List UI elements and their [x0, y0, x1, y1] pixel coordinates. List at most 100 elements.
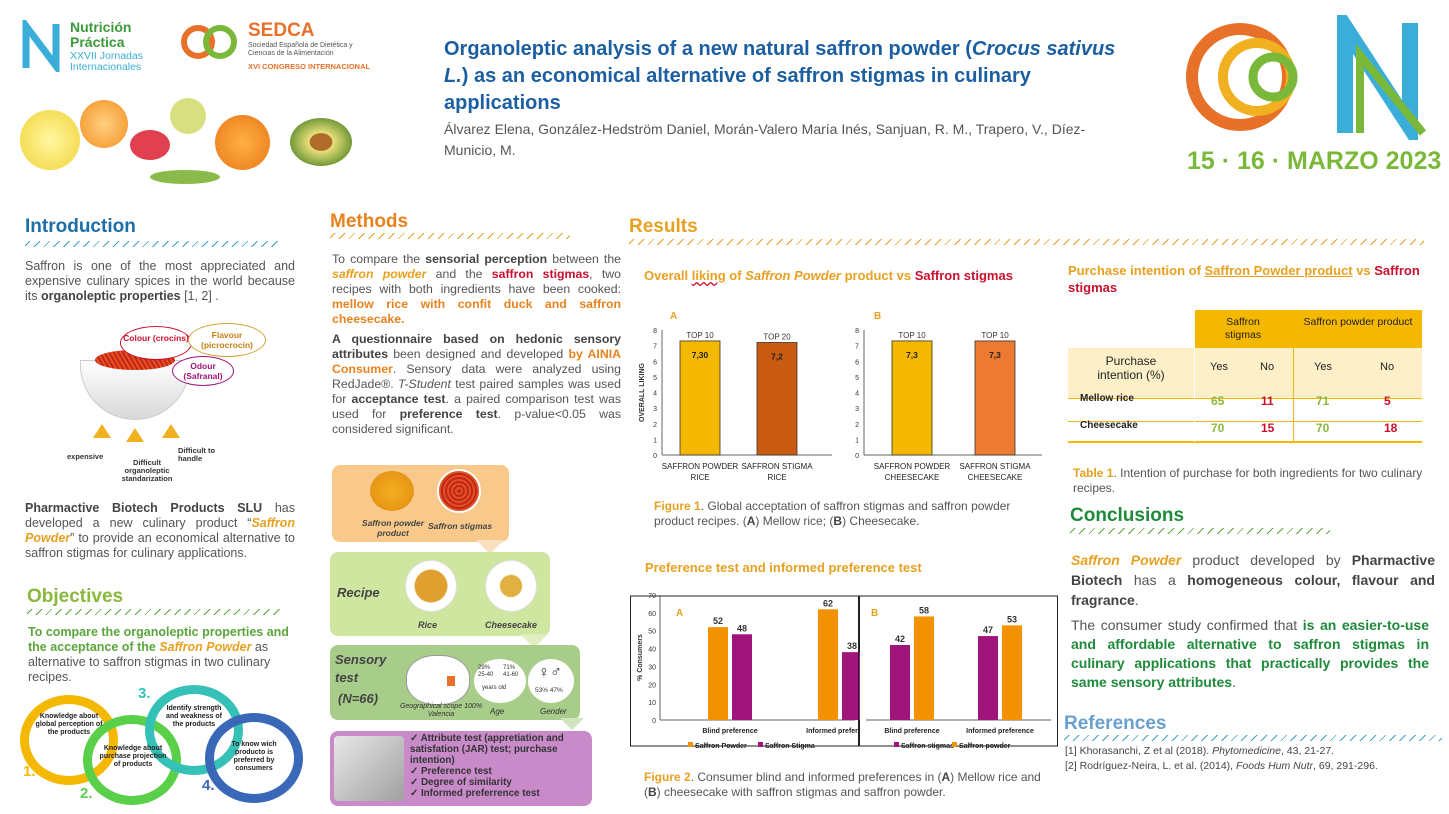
- down-arrow-icon: [476, 540, 504, 554]
- panel-label: A: [670, 311, 677, 322]
- data-label: 7,2: [771, 352, 783, 362]
- row-name: Mellow rice: [1080, 393, 1134, 404]
- objectives-text: To compare the organoleptic properties a…: [28, 625, 289, 684]
- flow-cheesecake-label: Cheesecake: [485, 620, 538, 630]
- event-logo: 15 · 16 · MARZO 2023: [1185, 0, 1441, 185]
- x-tick-label: SAFFRON POWDER: [662, 462, 739, 471]
- legend-swatch: [688, 742, 693, 747]
- cell-value: 15: [1261, 421, 1275, 435]
- y-tick-label: 50: [648, 629, 656, 636]
- legend-label: Saffron Stigma: [765, 743, 815, 750]
- flow-n-label: (N=66): [338, 691, 379, 706]
- cell-value: 70: [1211, 421, 1225, 435]
- spain-map-image: [406, 655, 470, 705]
- legend-label: Saffron powder: [959, 743, 1011, 750]
- y-axis-label: % Consumers: [637, 634, 644, 681]
- test-item: ✓ Informed preferrence test: [410, 788, 540, 799]
- y-tick-label: 70: [648, 593, 656, 600]
- down-arrow-icon: [560, 718, 584, 730]
- x-tick-label: Blind preference: [702, 728, 757, 735]
- bar: [1002, 625, 1022, 720]
- up-arrow-icon: [93, 424, 111, 438]
- flow-box-recipe: Recipe Rice Cheesecake: [330, 552, 550, 636]
- top-rank-label: TOP 10: [686, 331, 714, 340]
- y-tick-label: 10: [648, 700, 656, 707]
- y-tick-label: 6: [855, 359, 859, 366]
- saffron-stigma-image: [437, 469, 481, 513]
- event-heart-n-icon: [1186, 0, 1427, 154]
- logo1-name: Nutrición Práctica: [70, 19, 132, 50]
- y-tick-label: 40: [648, 647, 656, 654]
- bar: [914, 616, 934, 720]
- flow-box-sensory: Sensory test (N=66) Geographical scope 1…: [330, 645, 580, 720]
- top-rank-label: TOP 20: [763, 333, 791, 342]
- flow-age-b: 71% 41-60: [503, 665, 519, 678]
- cell-value: 11: [1261, 394, 1274, 408]
- y-tick-label: 5: [653, 375, 657, 382]
- methods-paragraph-1: To compare the sensorial perception betw…: [332, 252, 621, 326]
- legend-swatch: [758, 742, 763, 747]
- data-label: 7,30: [692, 350, 709, 360]
- step-3-number: 3.: [138, 685, 151, 702]
- col-powder-header: Saffron powder product: [1303, 316, 1413, 328]
- gender-circle: [528, 659, 574, 703]
- top-rank-label: TOP 10: [898, 331, 926, 340]
- x-tick-label: Blind preference: [884, 728, 939, 735]
- cell-value: 71: [1316, 394, 1330, 408]
- cell-value: 70: [1316, 421, 1330, 435]
- bar: [732, 634, 752, 720]
- figure1-caption: Figure 1. Global acceptation of saffron …: [654, 499, 1011, 528]
- x-tick-label: Informed preference: [806, 728, 860, 735]
- data-label: 52: [713, 616, 723, 626]
- cell-value: 5: [1384, 394, 1391, 408]
- y-tick-label: 5: [855, 375, 859, 382]
- test-item: ✓ Preference test: [410, 766, 492, 777]
- y-tick-label: 3: [855, 406, 859, 413]
- row-header: Purchase intention (%): [1097, 354, 1165, 382]
- figure2-title: Preference test and informed preference …: [645, 560, 922, 575]
- nutricion-practica-logo: Nutrición Práctica XXVII Jornadas Intern…: [22, 15, 172, 77]
- x-tick-label: RICE: [690, 473, 709, 482]
- flow-box-ingredients: Saffron powder product Saffron stigmas: [332, 465, 509, 542]
- bubble-colour: Colour (crocins): [120, 326, 192, 360]
- legend-label: Saffron Powder: [695, 743, 747, 750]
- arrow-label-expensive: expensive: [67, 452, 104, 461]
- legend-swatch: [894, 742, 899, 747]
- bar: [974, 340, 1016, 456]
- saffron-bowl-illustration: Colour (crocins) Flavour (picrocrocin) O…: [60, 320, 295, 483]
- objectives-cycle-diagram: Knowledge about global perception of the…: [20, 685, 303, 810]
- bar: [818, 609, 838, 720]
- step-4-label: To know wich producto is preferred by co…: [231, 741, 277, 772]
- figure1-title: Overall liking of Saffron Powder product…: [644, 268, 1013, 283]
- divider: [629, 239, 1424, 245]
- cheesecake-image: [485, 560, 537, 612]
- event-date: 15 · 16 · MARZO 2023: [1187, 147, 1442, 175]
- up-arrow-icon: [126, 428, 144, 442]
- no-label: No: [1260, 361, 1275, 373]
- down-arrow-icon: [520, 634, 548, 648]
- flow-stigmas-label: Saffron stigmas: [428, 521, 493, 531]
- logo2-sub: Sociedad Española de Dietética y Ciencia…: [248, 42, 353, 57]
- y-tick-label: 20: [648, 682, 656, 689]
- data-label: 7,3: [989, 350, 1001, 360]
- lab-photo: [334, 736, 404, 801]
- arrow-label-standarization: Difficult organoleptic standarization: [121, 458, 173, 483]
- flow-box-tests: ✓ Attribute test (appretiation and satis…: [330, 731, 592, 806]
- x-tick-label: SAFFRON STIGMA: [959, 462, 1031, 471]
- y-tick-label: 2: [653, 422, 657, 429]
- age-circle: [474, 659, 526, 703]
- y-tick-label: 4: [855, 391, 859, 398]
- y-tick-label: 0: [855, 453, 859, 460]
- bubble-odour: Odour (Safranal): [172, 356, 234, 386]
- yes-label: Yes: [1210, 361, 1228, 373]
- flow-rice-label: Rice: [418, 620, 438, 630]
- rice-image: [405, 560, 457, 612]
- cell-value: 65: [1211, 394, 1225, 408]
- methods-title: Methods: [330, 211, 409, 232]
- bar: [708, 627, 728, 720]
- divider: [27, 609, 282, 615]
- step-1-label: Knowledge about global perception of the…: [35, 713, 103, 736]
- divider: [1070, 528, 1330, 534]
- divider: [330, 233, 570, 239]
- objectives-title: Objectives: [27, 586, 124, 607]
